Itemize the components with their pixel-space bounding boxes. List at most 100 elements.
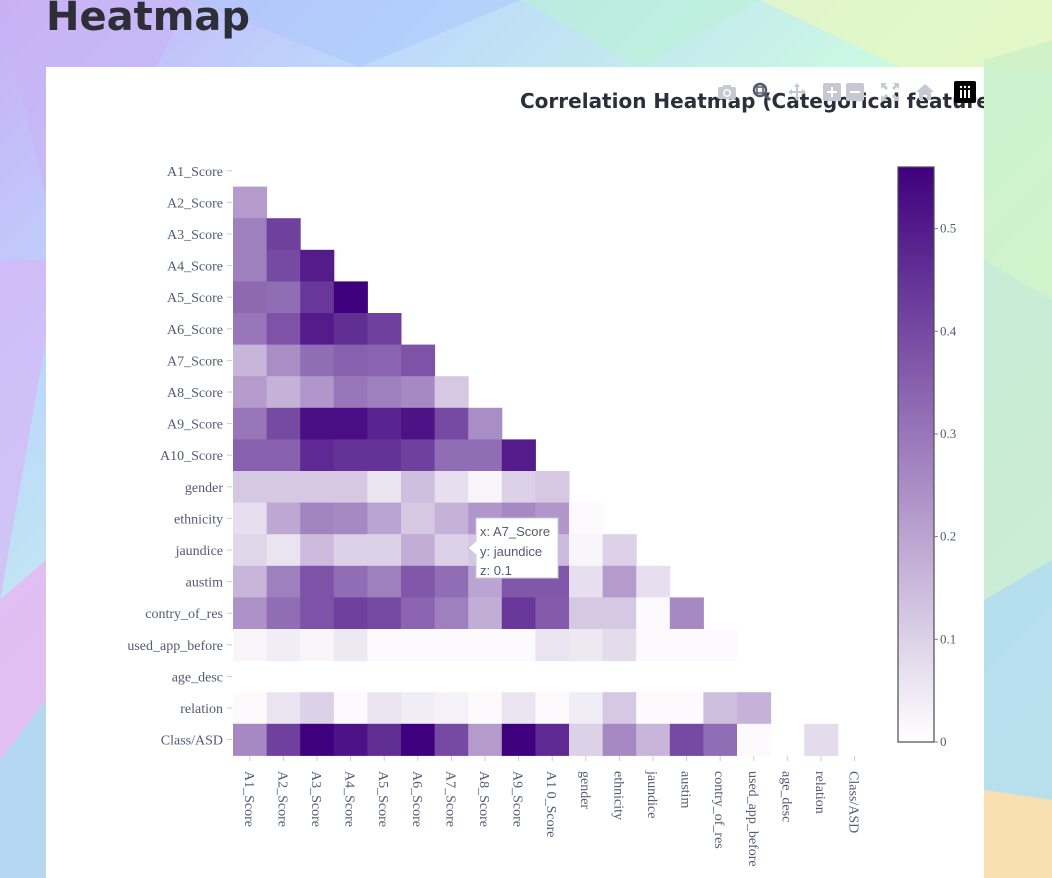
heatmap-cell[interactable]	[266, 218, 301, 251]
heatmap-cell[interactable]	[569, 723, 604, 756]
heatmap-cell[interactable]	[434, 376, 469, 409]
heatmap-cell[interactable]	[233, 313, 268, 346]
heatmap-cell[interactable]	[401, 407, 436, 440]
heatmap-cell[interactable]	[266, 407, 301, 440]
heatmap-cell[interactable]	[535, 692, 570, 725]
heatmap-cell[interactable]	[233, 376, 268, 409]
heatmap-cell[interactable]	[233, 186, 268, 219]
heatmap-cell[interactable]	[434, 692, 469, 725]
heatmap-cell[interactable]	[468, 723, 503, 756]
heatmap-cell[interactable]	[669, 597, 704, 630]
heatmap-cell[interactable]	[602, 534, 637, 567]
heatmap-cell[interactable]	[233, 249, 268, 282]
heatmap-cell[interactable]	[233, 218, 268, 251]
heatmap-cell[interactable]	[333, 597, 368, 630]
heatmap-cell[interactable]	[434, 629, 469, 662]
heatmap-cell[interactable]	[266, 629, 301, 662]
heatmap-cell[interactable]	[401, 439, 436, 472]
heatmap-cell[interactable]	[804, 723, 839, 756]
heatmap-cell[interactable]	[401, 376, 436, 409]
heatmap-cell[interactable]	[602, 723, 637, 756]
heatmap-cell[interactable]	[367, 313, 402, 346]
heatmap-cell[interactable]	[266, 597, 301, 630]
heatmap-cell[interactable]	[367, 597, 402, 630]
heatmap-cell[interactable]	[233, 597, 268, 630]
heatmap-cell[interactable]	[367, 376, 402, 409]
heatmap-cell[interactable]	[300, 502, 335, 535]
heatmap-cell[interactable]	[669, 723, 704, 756]
zoom-icon[interactable]	[749, 79, 775, 105]
heatmap-cell[interactable]	[266, 249, 301, 282]
heatmap-cell[interactable]	[300, 629, 335, 662]
heatmap-cell[interactable]	[233, 692, 268, 725]
heatmap-cell[interactable]	[636, 723, 671, 756]
heatmap-cell[interactable]	[333, 471, 368, 504]
heatmap-cell[interactable]	[233, 407, 268, 440]
heatmap-cell[interactable]	[501, 692, 536, 725]
heatmap-cell[interactable]	[669, 629, 704, 662]
heatmap-cell[interactable]	[636, 565, 671, 598]
heatmap-cell[interactable]	[233, 281, 268, 314]
heatmap-cell[interactable]	[401, 344, 436, 377]
heatmap-cell[interactable]	[300, 565, 335, 598]
heatmap-cell[interactable]	[367, 534, 402, 567]
heatmap-cell[interactable]	[367, 629, 402, 662]
heatmap-cell[interactable]	[266, 723, 301, 756]
camera-icon[interactable]	[714, 79, 740, 105]
heatmap-cell[interactable]	[434, 534, 469, 567]
heatmap-cell[interactable]	[333, 723, 368, 756]
heatmap-cell[interactable]	[333, 629, 368, 662]
heatmap-cell[interactable]	[703, 723, 738, 756]
heatmap-cell[interactable]	[300, 344, 335, 377]
heatmap-cell[interactable]	[233, 629, 268, 662]
heatmap-cell[interactable]	[333, 313, 368, 346]
heatmap-cell[interactable]	[535, 471, 570, 504]
heatmap-cell[interactable]	[569, 692, 604, 725]
heatmap-cell[interactable]	[434, 597, 469, 630]
heatmap-cell[interactable]	[233, 502, 268, 535]
heatmap-cell[interactable]	[300, 313, 335, 346]
heatmap-cell[interactable]	[434, 723, 469, 756]
heatmap-cell[interactable]	[602, 692, 637, 725]
home-icon[interactable]	[912, 79, 938, 105]
heatmap-cell[interactable]	[468, 692, 503, 725]
heatmap-cell[interactable]	[401, 471, 436, 504]
heatmap-cell[interactable]	[501, 629, 536, 662]
heatmap-cell[interactable]	[300, 723, 335, 756]
heatmap-chart[interactable]: A1_Score A2_Score A3_Score A4_Score A5_Score…	[46, 67, 984, 878]
heatmap-cell[interactable]	[300, 376, 335, 409]
pan-icon[interactable]	[784, 79, 810, 105]
heatmap-cell[interactable]	[569, 534, 604, 567]
heatmap-cell[interactable]	[401, 629, 436, 662]
heatmap-cell[interactable]	[300, 534, 335, 567]
heatmap-cell[interactable]	[501, 723, 536, 756]
heatmap-cell[interactable]	[266, 313, 301, 346]
heatmap-cell[interactable]	[468, 407, 503, 440]
heatmap-cell[interactable]	[468, 439, 503, 472]
heatmap-cell[interactable]	[569, 502, 604, 535]
heatmap-cell[interactable]	[501, 471, 536, 504]
plotly-logo-icon[interactable]	[954, 81, 976, 103]
heatmap-cell[interactable]	[367, 723, 402, 756]
heatmap-cell[interactable]	[233, 565, 268, 598]
heatmap-cell[interactable]	[535, 723, 570, 756]
heatmap-cell[interactable]	[300, 249, 335, 282]
heatmap-cell[interactable]	[434, 565, 469, 598]
heatmap-cell[interactable]	[434, 471, 469, 504]
heatmap-cell[interactable]	[266, 439, 301, 472]
heatmap-cell[interactable]	[636, 597, 671, 630]
heatmap-cell[interactable]	[501, 439, 536, 472]
heatmap-cell[interactable]	[333, 407, 368, 440]
heatmap-cell[interactable]	[669, 692, 704, 725]
heatmap-cell[interactable]	[266, 534, 301, 567]
heatmap-cell[interactable]	[468, 471, 503, 504]
heatmap-cell[interactable]	[266, 281, 301, 314]
heatmap-cell[interactable]	[233, 344, 268, 377]
heatmap-cell[interactable]	[233, 471, 268, 504]
heatmap-cell[interactable]	[300, 692, 335, 725]
heatmap-cell[interactable]	[535, 597, 570, 630]
heatmap-cell[interactable]	[333, 502, 368, 535]
heatmap-cell[interactable]	[535, 629, 570, 662]
heatmap-cell[interactable]	[266, 376, 301, 409]
heatmap-cell[interactable]	[367, 565, 402, 598]
